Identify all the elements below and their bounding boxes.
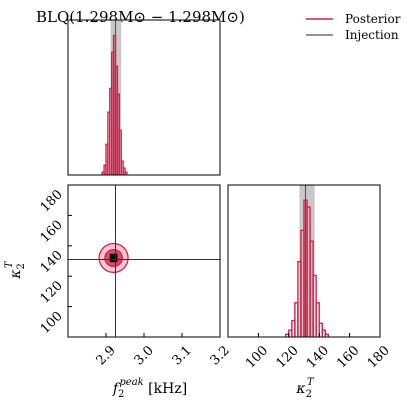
kappa2T-ylabel-main: κ: [8, 269, 24, 279]
kappa2T-label-sup: T: [307, 377, 315, 388]
f2peak-marginal-frame: [67, 19, 221, 176]
f2peak-tick-label: 3.0: [132, 343, 157, 368]
kappa2T-y-axis-label: κ2T: [4, 260, 27, 280]
f2peak-tick-label: 2.9: [94, 343, 119, 368]
f2peak-label-sup: peak: [119, 377, 143, 388]
f2peak-label-sub: 2: [118, 389, 124, 400]
kappa2T-y-tick-label: 120: [38, 278, 66, 306]
kappa2T-y-tick-label: 180: [38, 187, 66, 215]
kappa2T-hist-bar: [315, 302, 320, 337]
kappa2T-y-tick-label: 100: [38, 309, 66, 337]
legend: Posterior Injection: [306, 12, 401, 42]
f2peak-label-main: f: [112, 381, 121, 397]
legend-posterior-label: Posterior: [345, 12, 401, 26]
kappa2T-x-tick-label: 120: [273, 343, 301, 371]
kappa2T-x-tick-label: 180: [365, 343, 393, 371]
kappa2T-y-tick-label: 140: [38, 248, 66, 276]
kappa2T-hist-bar: [324, 333, 330, 337]
kappa2T-x-tick-label: 100: [243, 343, 271, 371]
f2peak-tick-label: 3.1: [170, 343, 195, 368]
joint-posterior-peak: [109, 253, 118, 263]
kappa2T-x-tick-label: 140: [304, 343, 332, 371]
joint-frame: [67, 184, 221, 338]
chart-title: BLQ(1.298M⊙ − 1.298M⊙): [36, 8, 245, 26]
kappa2T-label-main: κ: [295, 381, 305, 397]
kappa2T-y-tick-label: 160: [38, 218, 66, 246]
kappa2T-x-tick-label: 160: [334, 343, 362, 371]
kappa2T-ylabel-sup: T: [4, 260, 15, 268]
f2peak-axis-label: f2peak [kHz]: [112, 377, 187, 400]
kappa2T-axis-label: κ2T: [295, 377, 315, 400]
f2peak-tick-label: 3.2: [208, 343, 233, 368]
kappa2T-label-sub: 2: [306, 389, 312, 400]
kappa2T-y-axis-label-group: κ2T: [4, 260, 27, 280]
kappa2T-ylabel-sub: 2: [16, 263, 27, 269]
kappa2T-marginal-frame: [227, 184, 381, 338]
f2peak-hist-bar: [118, 129, 122, 175]
marginal-f2peak-panel: [67, 19, 221, 176]
f2peak-label-unit: [kHz]: [144, 381, 187, 397]
legend-injection-label: Injection: [345, 28, 399, 42]
marginal-kappa2T-panel: 100 120 140 160 180: [227, 184, 393, 371]
f2peak-hist-bar: [124, 171, 128, 175]
